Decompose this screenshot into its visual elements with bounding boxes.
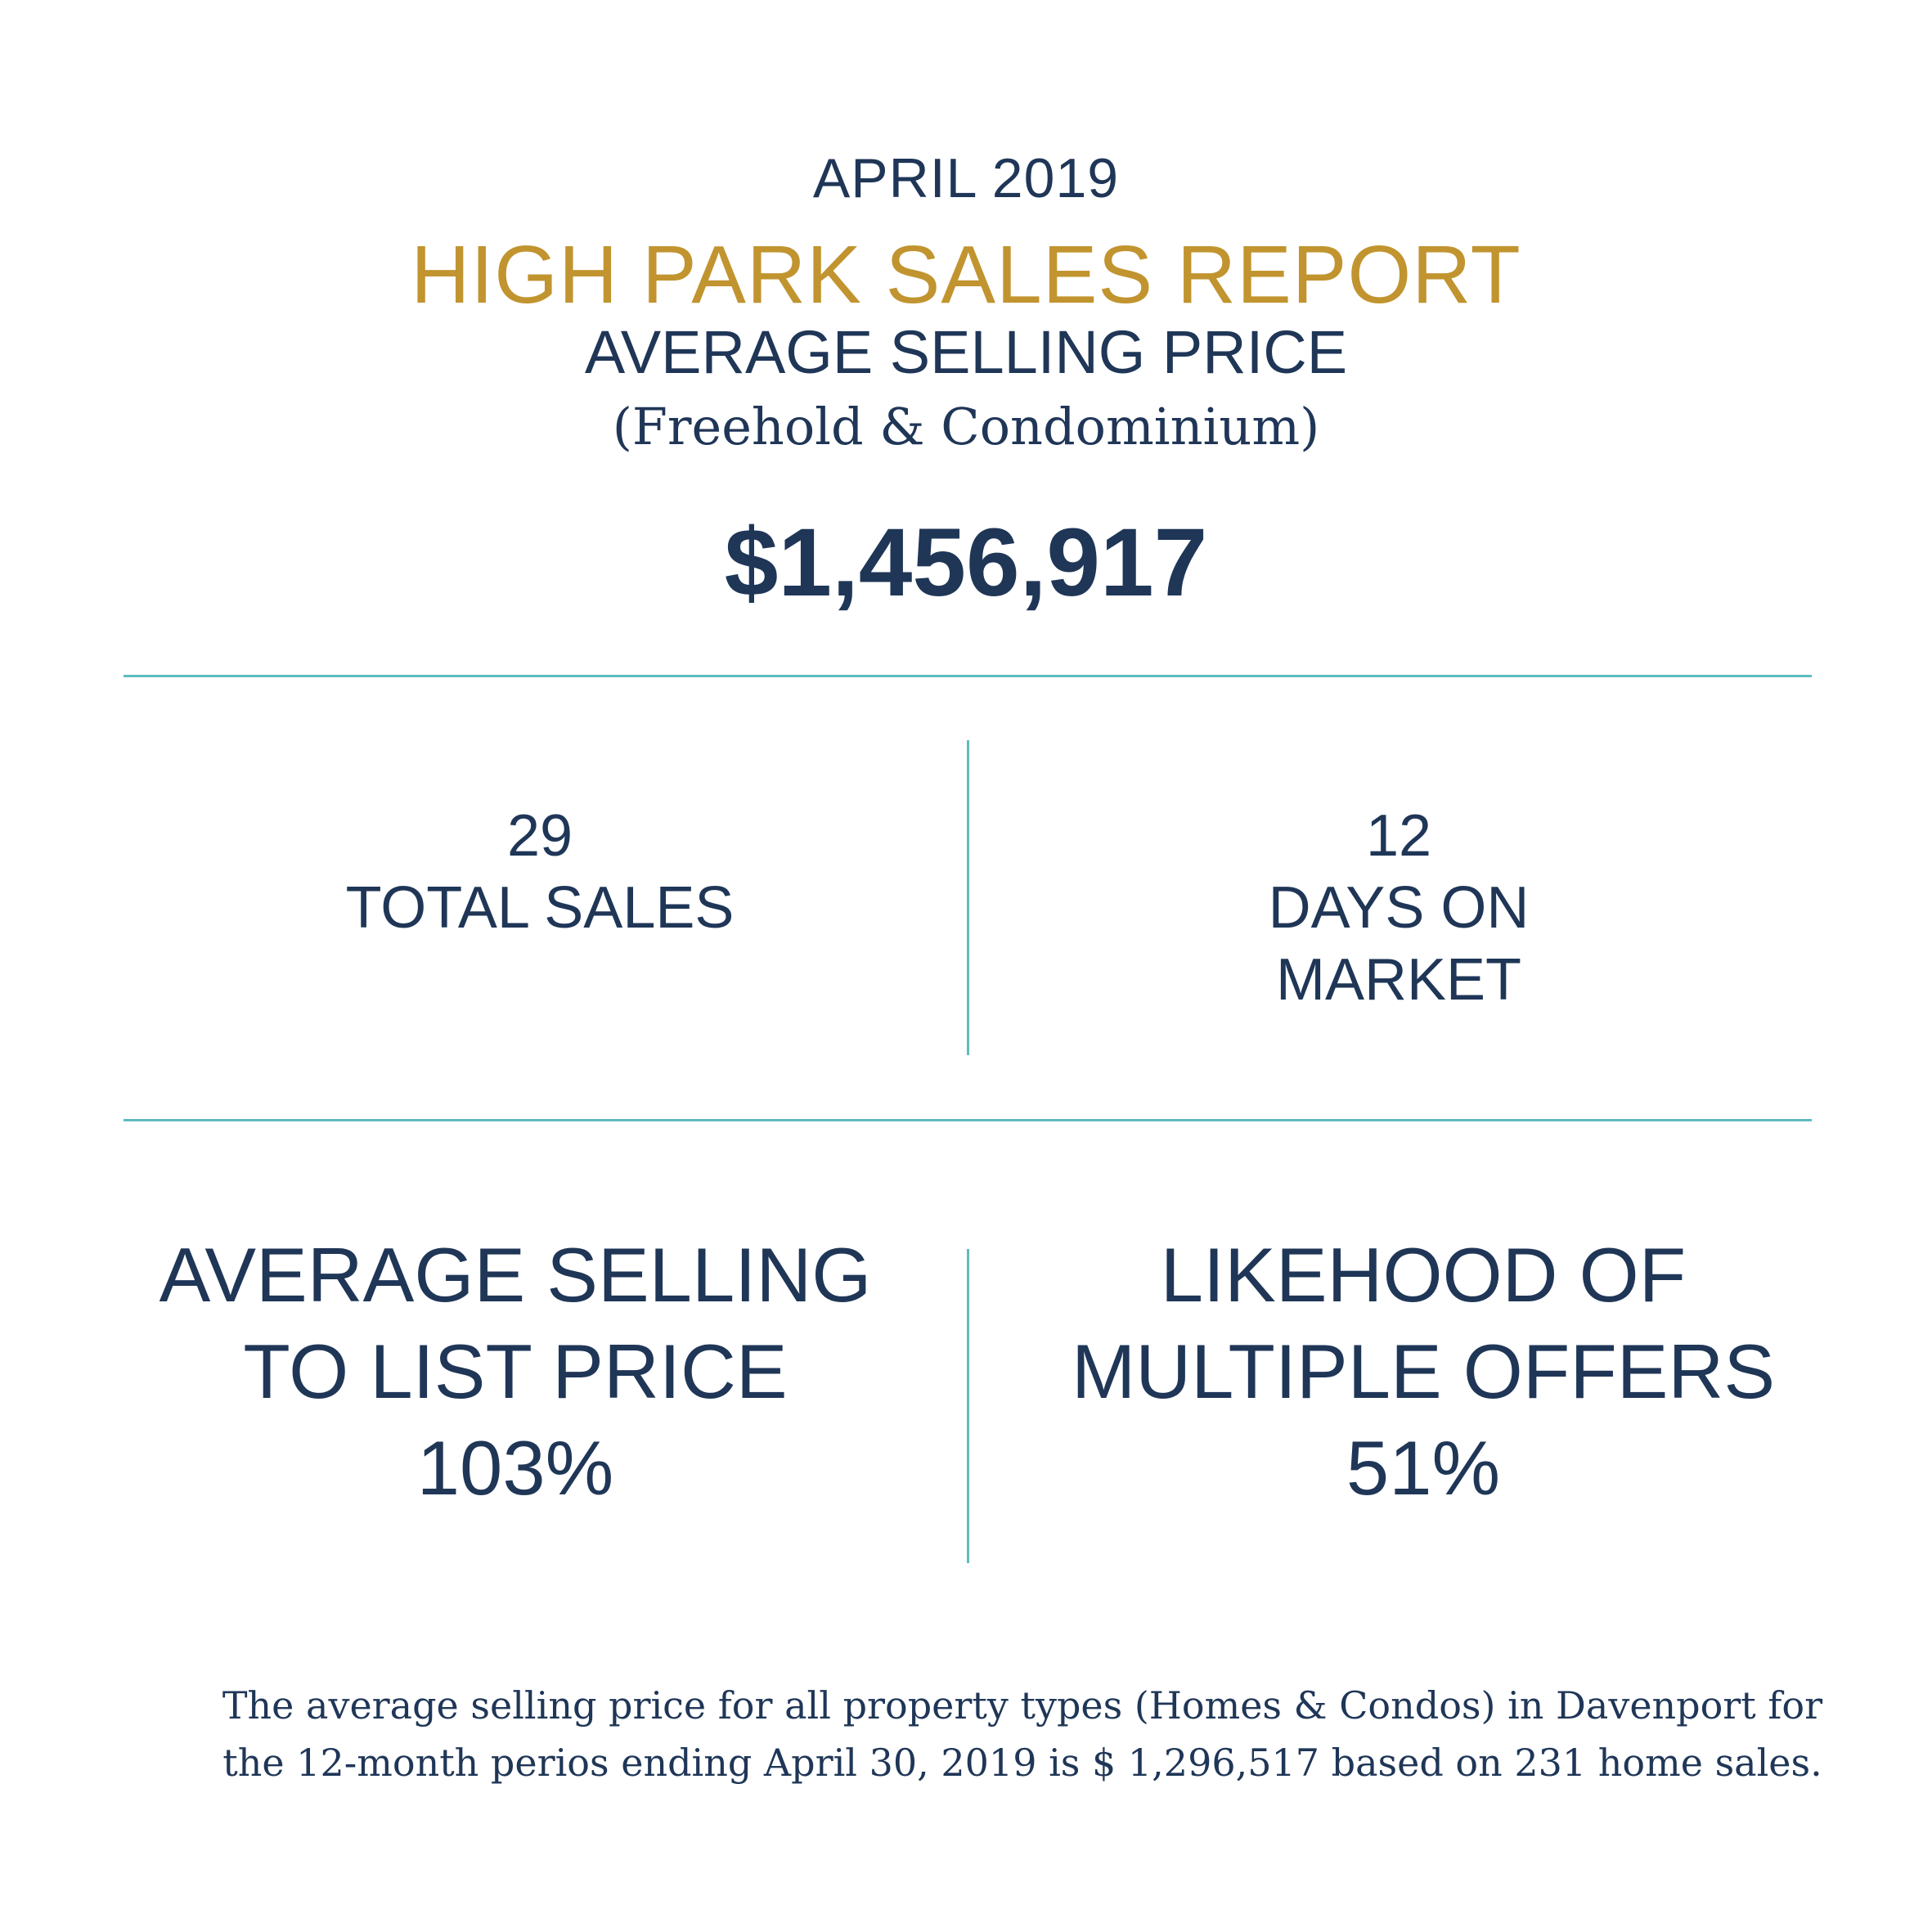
sell-to-list-label-line1: AVERAGE SELLING (159, 1232, 872, 1318)
days-on-market-value: 12 (1365, 803, 1432, 869)
days-on-market-label-line2: MARKET (1275, 947, 1522, 1013)
divider-vertical-lower (967, 1249, 969, 1563)
days-on-market-stat: 12 DAYS ON MARKET (1153, 800, 1644, 1016)
report-month: APRIL 2019 (812, 147, 1120, 209)
property-types-note: (Freehold & Condominium) (612, 397, 1320, 456)
divider-vertical-upper (967, 740, 969, 1055)
report-subtitle: AVERAGE SELLING PRICE (584, 318, 1348, 386)
multiple-offers-value: 51% (1346, 1425, 1501, 1511)
days-on-market-label-line1: DAYS ON (1268, 875, 1530, 941)
multiple-offers-label-line1: LIKEHOOD OF (1160, 1232, 1687, 1318)
footnote-line2: the 12-month perios ending April 30, 201… (222, 1741, 1822, 1785)
sell-to-list-stat: AVERAGE SELLING TO LIST PRICE 103% (106, 1227, 924, 1516)
footnote: The average selling price for all proper… (147, 1677, 1898, 1791)
multiple-offers-stat: LIKEHOOD OF MULTIPLE OFFERS 51% (1014, 1227, 1832, 1516)
report-title: HIGH PARK SALES REPORT (411, 229, 1521, 321)
divider-middle (124, 1119, 1812, 1121)
divider-top (124, 675, 1812, 677)
total-sales-value: 29 (506, 803, 573, 869)
footnote-line1: The average selling price for all proper… (222, 1683, 1823, 1728)
total-sales-stat: 29 TOTAL SALES (294, 800, 785, 944)
multiple-offers-label-line2: MULTIPLE OFFERS (1071, 1328, 1776, 1414)
sell-to-list-label-line2: TO LIST PRICE (243, 1328, 788, 1414)
average-selling-price: $1,456,917 (724, 509, 1208, 617)
sell-to-list-value: 103% (416, 1425, 614, 1511)
total-sales-label: TOTAL SALES (345, 875, 735, 941)
